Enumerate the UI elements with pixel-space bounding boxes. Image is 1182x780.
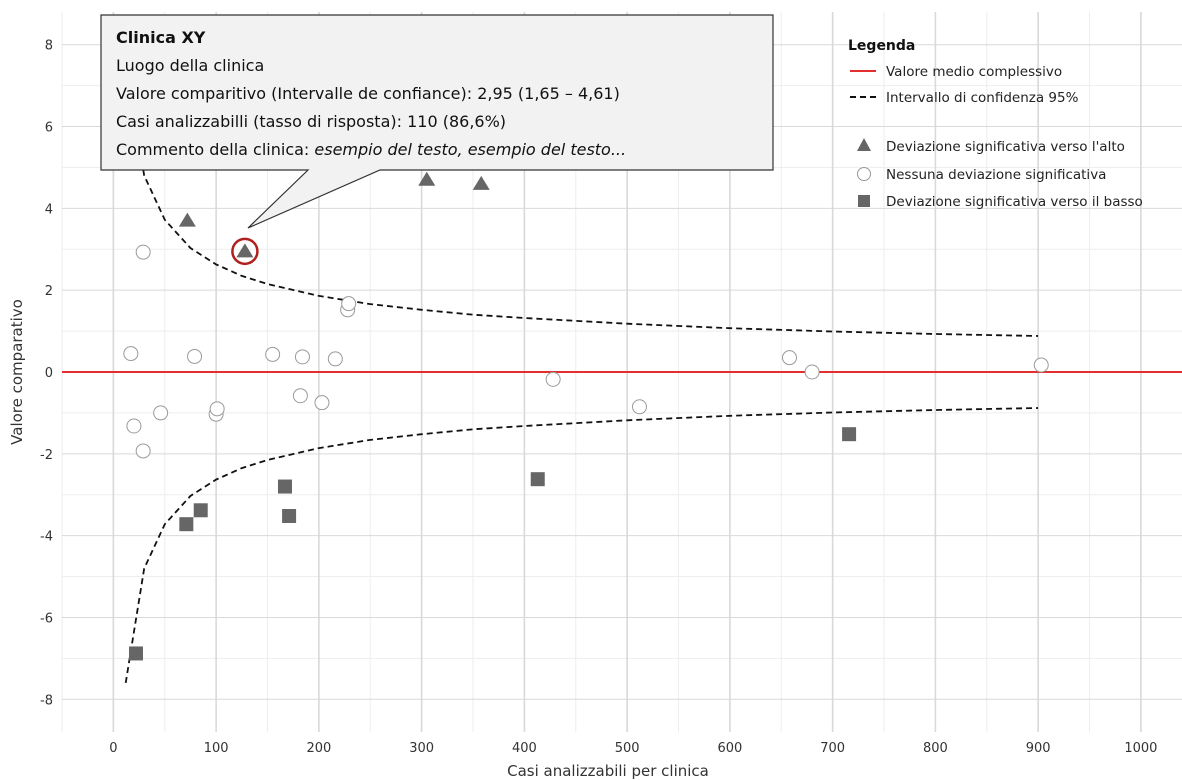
point-circle [781, 350, 797, 366]
legend-down-label: Deviazione significativa verso il basso [886, 194, 1143, 210]
tooltip-title: Clinica XY [116, 28, 206, 47]
x-tick-label: 300 [409, 741, 434, 756]
x-tick-label: 1000 [1124, 741, 1157, 756]
point-circle [153, 405, 169, 421]
point-circle [135, 244, 151, 260]
x-tick-label: 500 [615, 741, 640, 756]
y-tick-label: 6 [45, 121, 53, 136]
y-axis-ticks: -8 -6 -4 -2 0 2 4 6 8 [40, 39, 53, 709]
x-tick-label: 700 [820, 741, 845, 756]
ci-upper-line [124, 60, 1039, 337]
point-circle [631, 399, 647, 415]
tooltip-comment-label: Commento della clinica: [116, 140, 314, 159]
legend-up-label: Deviazione significativa verso l'alto [886, 139, 1125, 155]
point-square [277, 479, 292, 494]
point-circle [209, 401, 225, 417]
x-tick-label: 400 [512, 741, 537, 756]
x-tick-label: 800 [923, 741, 948, 756]
tooltip: Clinica XY Luogo della clinica Valore co… [100, 14, 774, 229]
legend-mean-label: Valore medio complessivo [886, 64, 1062, 80]
y-tick-label: 4 [45, 202, 53, 217]
y-tick-label: 2 [45, 284, 53, 299]
tooltip-value: Valore comparitivo (Intervalle de confia… [116, 84, 620, 103]
point-square [128, 646, 143, 661]
y-tick-label: -2 [40, 448, 53, 463]
x-tick-label: 600 [717, 741, 742, 756]
point-square [193, 503, 208, 518]
point-circle [292, 388, 308, 404]
highlight-ring-circle [231, 237, 259, 266]
legend: Legenda Valore medio complessivo Interva… [848, 38, 1143, 210]
x-tick-label: 900 [1026, 741, 1051, 756]
point-circle [1033, 357, 1049, 373]
legend-square-icon [858, 195, 870, 207]
point-circle [327, 351, 343, 367]
tooltip-comment: Commento della clinica: esempio del test… [116, 140, 626, 159]
point-square [842, 427, 857, 442]
legend-circle-icon [857, 167, 871, 181]
point-square [179, 517, 194, 532]
point-circle [135, 443, 151, 459]
data-points [123, 171, 1049, 661]
point-circle [545, 371, 561, 387]
tooltip-cases: Casi analizzabilli (tasso di risposta): … [116, 112, 506, 131]
tooltip-location: Luogo della clinica [116, 56, 264, 75]
point-circle [804, 364, 820, 380]
point-circle [126, 418, 142, 434]
point-circle [294, 349, 310, 365]
point-square [282, 509, 297, 523]
x-tick-label: 200 [306, 741, 331, 756]
y-axis-title: Valore comparativo [8, 299, 26, 445]
point-triangle [418, 171, 436, 186]
confidence-interval-lines [124, 60, 1039, 684]
x-tick-label: 0 [109, 741, 117, 756]
point-triangle [472, 175, 490, 190]
x-axis-ticks: 0 100 200 300 400 500 600 700 800 900 1000 [109, 741, 1157, 756]
point-square [530, 472, 545, 487]
point-circle [314, 395, 330, 411]
tooltip-box [100, 14, 774, 229]
x-tick-label: 100 [204, 741, 229, 756]
y-tick-label: -6 [40, 611, 53, 626]
ci-lower-line [124, 407, 1039, 684]
point-circle [341, 296, 357, 312]
x-axis-title: Casi analizzabili per clinica [507, 762, 709, 780]
point-triangle [236, 243, 254, 258]
tooltip-comment-text: esempio del testo, esempio del testo... [314, 140, 626, 159]
point-circle [265, 346, 281, 362]
y-tick-label: -8 [40, 693, 53, 708]
y-tick-label: 8 [45, 39, 53, 54]
y-tick-label: -4 [40, 530, 53, 545]
point-circle [187, 348, 203, 364]
y-tick-label: 0 [45, 366, 53, 381]
legend-ci-label: Intervallo di confidenza 95% [886, 90, 1079, 106]
legend-title: Legenda [848, 38, 915, 54]
highlight-ring [231, 237, 259, 266]
legend-triangle-icon [857, 138, 871, 151]
point-circle [123, 346, 139, 362]
legend-none-label: Nessuna deviazione significativa [886, 167, 1106, 183]
point-triangle [178, 212, 196, 227]
